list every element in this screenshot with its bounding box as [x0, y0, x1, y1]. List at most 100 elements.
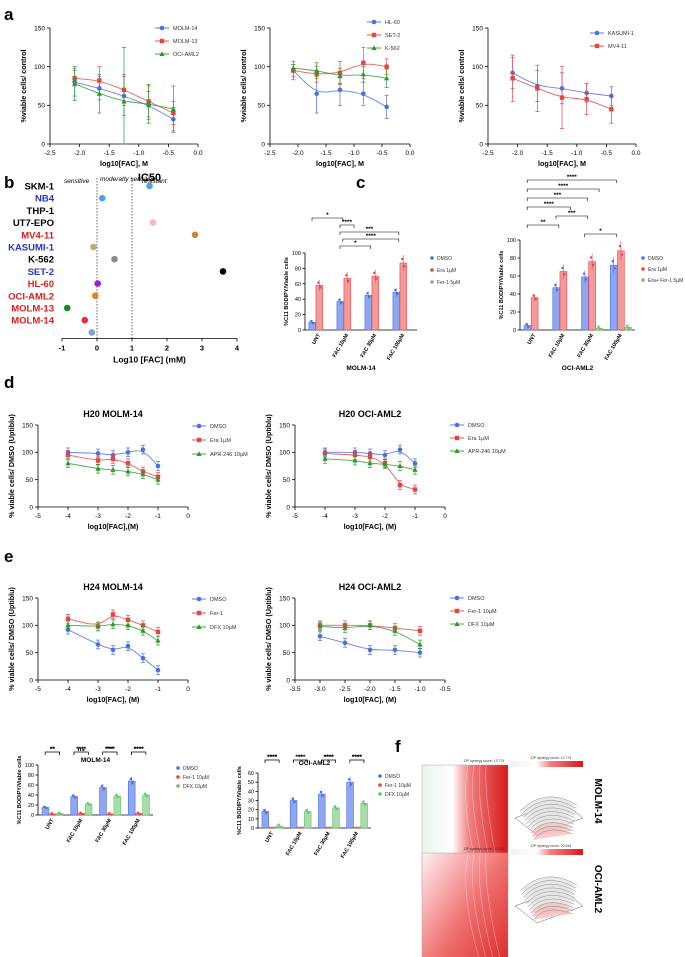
panel-label-a: a — [4, 5, 14, 24]
data-point — [95, 458, 101, 463]
legend-label: Fer-1 5µM — [437, 280, 460, 286]
legend-label: MOLM-13 — [173, 39, 197, 45]
x-tick-label: 0.0 — [193, 150, 202, 157]
significance-bracket — [526, 188, 600, 192]
bar — [296, 826, 305, 829]
legend-label: DMSO — [468, 423, 485, 429]
significance-label: **** — [567, 174, 578, 181]
significance-bracket — [264, 759, 280, 763]
cell-line-label: HL-60 — [28, 279, 54, 290]
data-point — [412, 460, 418, 466]
y-tick-label: 100 — [472, 64, 483, 71]
y-tick-label: 0 — [29, 677, 33, 684]
x-axis-label: log10[FAC], (M) — [344, 522, 397, 531]
data-point — [361, 60, 366, 65]
category-label: UNT — [45, 817, 56, 830]
bar — [343, 278, 351, 331]
legend-label: DMSO — [385, 774, 400, 780]
significance-bracket — [321, 759, 336, 763]
legend-marker — [176, 775, 180, 779]
x-tick-label: -2 — [125, 686, 131, 693]
replicate-dot — [625, 324, 629, 328]
legend-marker — [430, 268, 434, 272]
x-tick-label: 0 — [186, 513, 190, 520]
data-point — [382, 452, 388, 458]
y-tick-label: 100 — [254, 64, 265, 71]
ic50-point — [63, 304, 71, 312]
significance-bracket — [342, 238, 400, 242]
y-tick-label: 10 — [248, 817, 254, 823]
contour-line — [479, 852, 493, 957]
ic50-point — [111, 255, 118, 263]
replicate-dot — [340, 301, 343, 305]
replicate-dot — [138, 812, 142, 816]
bar — [609, 264, 618, 331]
chart-e2: -3.5 -3.0 -2.5 -2.0 -1.5 -1.0 -0.5 0 50 100 150 log… — [264, 582, 497, 704]
x-tick-label: 0.0 — [405, 150, 414, 157]
data-point — [125, 617, 131, 623]
x-tick-label: -1.0 — [348, 150, 360, 157]
x-tick-label: -1 — [59, 343, 66, 352]
significance-bracket — [311, 217, 344, 221]
chart-title: H24 OCI-AML2 — [339, 582, 402, 592]
legend-label: Fer-1 — [210, 611, 223, 617]
x-tick-label: -1.5 — [389, 686, 401, 693]
legend-marker — [196, 437, 202, 443]
replicate-dot — [317, 281, 320, 284]
y-tick-label: 0 — [513, 328, 516, 334]
legend-label: DFX 10µM — [210, 625, 237, 631]
data-point — [110, 612, 116, 617]
chart-d1: -5 -4 -3 -2 -1 0 0 50 100 150 log10[FAC],(M) % viab… — [7, 409, 248, 531]
replicate-dot — [71, 794, 75, 797]
y-tick-label: 150 — [254, 25, 265, 32]
replicate-dot — [86, 802, 89, 805]
category-label: UNT — [311, 332, 322, 345]
category-label: FAC 10µM — [332, 333, 351, 359]
bar — [99, 787, 107, 816]
bar — [268, 826, 277, 829]
x-tick-label: -3 — [95, 686, 101, 693]
bar — [315, 285, 323, 331]
y-tick-label: 80 — [295, 266, 301, 272]
legend-marker — [454, 448, 460, 453]
y-tick-label: 30 — [248, 799, 254, 805]
y-tick-label: 150 — [279, 422, 290, 429]
significance-label: *** — [568, 210, 576, 217]
ic50-point — [88, 329, 96, 336]
replicate-dot — [366, 292, 369, 295]
significance-label: **** — [267, 754, 278, 761]
bar — [84, 803, 93, 816]
legend-label: DFX 10µM — [468, 622, 495, 628]
replicate-dot — [79, 811, 82, 814]
data-point — [412, 467, 418, 472]
data-point — [317, 633, 323, 639]
data-point — [140, 447, 146, 452]
x-tick-label: -2 — [125, 513, 131, 520]
data-point — [360, 71, 366, 77]
category-label: UNT — [264, 830, 275, 843]
fit-curve-2 — [67, 462, 159, 481]
synergy-score-3d: ZIP synergy score: 20.944 — [531, 844, 572, 848]
x-axis-label: Log10 [FAC] (mM) — [113, 354, 186, 364]
data-point — [140, 655, 146, 661]
significance-bracket — [555, 215, 588, 219]
data-point — [155, 667, 161, 673]
fit-curve-1 — [67, 615, 159, 633]
category-label: FAC 100µM — [340, 831, 360, 860]
x-tick-label: -3 — [352, 513, 358, 520]
data-point — [322, 451, 328, 456]
replicate-dot — [263, 808, 266, 812]
data-point — [110, 467, 116, 472]
legend-label: MV4-11 — [608, 44, 627, 50]
y-axis-label: % viable cells/ DMSO (Uptiblu) — [264, 413, 273, 517]
significance-label: * — [354, 240, 357, 247]
x-tick-label: -3.5 — [289, 686, 301, 693]
y-axis-label: %viable cells/ control — [457, 49, 466, 122]
replicate-dot — [347, 778, 351, 781]
replicate-dot — [115, 793, 118, 797]
ic50-point — [146, 182, 153, 190]
chart-e3: 0 20 40 60 80 100%C11 BODIPY/Viable cells UNT F… — [17, 746, 209, 847]
significance-label: **** — [558, 183, 569, 190]
y-axis-label: %C11 BODIPY/Viable cells — [284, 257, 290, 326]
fit-curve-0 — [67, 629, 159, 671]
